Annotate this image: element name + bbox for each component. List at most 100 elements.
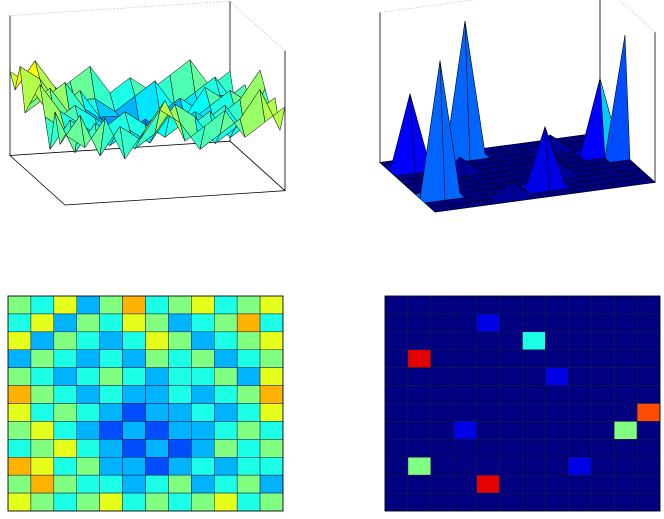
heatmap-cell [76, 492, 100, 512]
heatmap-cell [99, 474, 123, 494]
heatmap-cell [545, 313, 569, 333]
heatmap-cell [122, 367, 146, 386]
heatmap-cell [145, 439, 169, 458]
heatmap-cell [76, 457, 100, 476]
heatmap-cell [214, 349, 238, 368]
heatmap-cell [191, 385, 215, 404]
heatmap-cell [191, 439, 215, 458]
heatmap-cell [545, 403, 569, 422]
heatmap-cell [30, 403, 55, 422]
heatmap-cell [168, 457, 192, 476]
heatmap-cell [168, 439, 192, 458]
heatmap-cell [613, 367, 638, 386]
heatmap-cell [30, 492, 55, 512]
heatmap-cell [613, 385, 638, 404]
heatmap-cell [99, 313, 123, 333]
heatmap-cell [53, 457, 77, 476]
heatmap-cell [568, 457, 592, 476]
heatmap-cell [191, 313, 215, 333]
heatmap-cell [236, 385, 261, 404]
heatmap-cell [499, 367, 523, 386]
heatmap-cell [453, 403, 477, 422]
heatmap-cell [30, 385, 55, 404]
heatmap-cell [499, 492, 523, 512]
heatmap-cell [145, 367, 169, 386]
heatmap-cell [122, 295, 146, 315]
heatmap-cell [430, 474, 455, 494]
heatmap-cell [30, 313, 55, 333]
heatmap-cell [522, 403, 546, 422]
heatmap-cell [568, 439, 592, 458]
heatmap-cell [453, 349, 477, 368]
heatmap-cell [259, 367, 284, 386]
heatmap-cell [53, 439, 77, 458]
heatmap-cell [7, 313, 32, 333]
heatmap-cell [568, 421, 592, 440]
heatmap-cell [453, 385, 477, 404]
heatmap-cell [236, 457, 261, 476]
heatmap-cell [30, 295, 55, 315]
heatmap-cell [76, 403, 100, 422]
heatmap-cell [522, 492, 546, 512]
heatmap-cell [259, 457, 284, 476]
heatmap-cell [145, 403, 169, 422]
heatmap-cell [214, 313, 238, 333]
heatmap-cell [407, 385, 432, 404]
heatmap-cell [407, 492, 432, 512]
heatmap-cell [636, 331, 661, 351]
heatmap-cell [591, 349, 615, 368]
axis-back [9, 0, 286, 51]
heatmap-cell [76, 331, 100, 351]
heatmap-cell [122, 403, 146, 422]
heatmap-cell [476, 313, 500, 333]
heatmap-cell [568, 313, 592, 333]
surface-patch [629, 177, 656, 186]
heatmap-cell [30, 439, 55, 458]
heatmap-cell [99, 385, 123, 404]
heatmap-cell [522, 367, 546, 386]
heatmap-cell [122, 349, 146, 368]
heatmap-cell [259, 349, 284, 368]
heatmap-cell [214, 295, 238, 315]
heatmap-cell [122, 313, 146, 333]
axis-floor [9, 140, 286, 206]
heatmap-cell [476, 295, 500, 315]
heatmap-cell [214, 403, 238, 422]
heatmap-cell [236, 295, 261, 315]
heatmap-cell [122, 457, 146, 476]
heatmap-cell [214, 367, 238, 386]
heatmap-cell [613, 403, 638, 422]
heatmap-cell [522, 349, 546, 368]
heatmap-cell [122, 492, 146, 512]
heatmap-cell [168, 403, 192, 422]
heatmap-cell [636, 367, 661, 386]
heatmap-cell [522, 474, 546, 494]
heatmap-cell [476, 403, 500, 422]
heatmap-cell [122, 421, 146, 440]
heatmap-cell [53, 474, 77, 494]
heatmap-cell [30, 474, 55, 494]
heatmap-cell [30, 349, 55, 368]
heatmap-cell [191, 474, 215, 494]
heatmap-cell [499, 474, 523, 494]
heatmap-cell [53, 331, 77, 351]
heatmap-cell [7, 403, 32, 422]
heatmap-cell [522, 313, 546, 333]
heatmap-cell [476, 385, 500, 404]
heatmap-cell [591, 331, 615, 351]
heatmap-cell [591, 439, 615, 458]
heatmap-cell [453, 367, 477, 386]
heatmap-cell [613, 331, 638, 351]
heatmap-cell [384, 439, 409, 458]
heatmap-cell [591, 295, 615, 315]
heatmap-cell [145, 492, 169, 512]
heatmap-cell [407, 367, 432, 386]
heatmap-cell [384, 421, 409, 440]
axis-box [384, 295, 661, 512]
heatmap-cell [384, 474, 409, 494]
heatmap-cell [476, 349, 500, 368]
heatmap-cell [7, 421, 32, 440]
heatmap-cell [522, 421, 546, 440]
heatmap-cell [30, 421, 55, 440]
heatmap-cell [168, 367, 192, 386]
